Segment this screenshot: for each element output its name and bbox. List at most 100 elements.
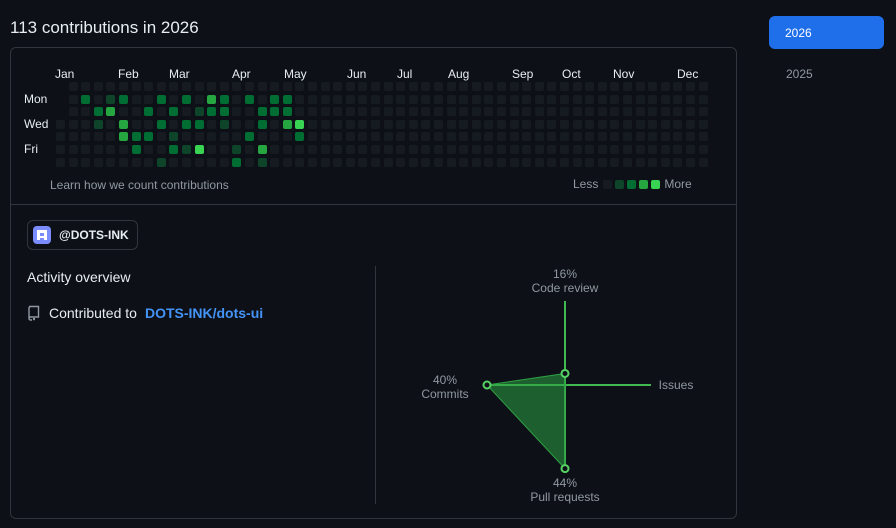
contribution-cell[interactable] xyxy=(660,119,670,129)
contribution-cell[interactable] xyxy=(534,132,544,142)
contribution-cell[interactable] xyxy=(408,107,418,117)
contribution-cell[interactable] xyxy=(81,119,91,129)
contribution-cell[interactable] xyxy=(446,107,456,117)
contribution-cell[interactable] xyxy=(686,157,695,167)
contribution-cell[interactable] xyxy=(68,107,78,117)
contribution-cell[interactable] xyxy=(358,145,368,154)
contribution-cell[interactable] xyxy=(270,107,280,117)
contribution-cell[interactable] xyxy=(446,132,456,142)
contribution-cell[interactable] xyxy=(497,132,506,142)
contribution-cell[interactable] xyxy=(585,107,595,117)
contribution-cell[interactable] xyxy=(396,157,406,167)
contribution-cell[interactable] xyxy=(547,107,557,117)
contribution-cell[interactable] xyxy=(81,107,91,117)
contribution-cell[interactable] xyxy=(270,132,280,142)
contribution-cell[interactable] xyxy=(68,132,78,142)
contribution-cell[interactable] xyxy=(245,107,254,117)
contribution-cell[interactable] xyxy=(219,145,229,154)
contribution-cell[interactable] xyxy=(232,107,242,117)
contribution-cell[interactable] xyxy=(623,94,632,104)
contribution-cell[interactable] xyxy=(446,94,456,104)
contribution-cell[interactable] xyxy=(572,94,582,104)
contribution-cell[interactable] xyxy=(257,132,267,142)
contribution-cell[interactable] xyxy=(320,132,330,142)
contribution-cell[interactable] xyxy=(434,94,443,104)
contribution-cell[interactable] xyxy=(295,132,305,142)
contribution-cell[interactable] xyxy=(484,82,494,91)
contribution-cell[interactable] xyxy=(509,157,519,167)
contribution-cell[interactable] xyxy=(547,145,557,154)
contribution-cell[interactable] xyxy=(144,94,154,104)
contribution-cell[interactable] xyxy=(660,145,670,154)
contribution-cell[interactable] xyxy=(560,145,569,154)
contribution-cell[interactable] xyxy=(282,107,292,117)
contribution-cell[interactable] xyxy=(371,119,380,129)
contribution-cell[interactable] xyxy=(597,107,607,117)
contribution-cell[interactable] xyxy=(446,119,456,129)
contribution-cell[interactable] xyxy=(673,119,683,129)
contribution-cell[interactable] xyxy=(623,119,632,129)
contribution-cell[interactable] xyxy=(371,132,380,142)
contribution-cell[interactable] xyxy=(597,145,607,154)
contribution-cell[interactable] xyxy=(333,132,343,142)
contribution-cell[interactable] xyxy=(660,157,670,167)
contribution-cell[interactable] xyxy=(408,132,418,142)
contribution-cell[interactable] xyxy=(169,157,179,167)
contribution-cell[interactable] xyxy=(673,132,683,142)
contribution-cell[interactable] xyxy=(673,107,683,117)
contribution-cell[interactable] xyxy=(686,82,695,91)
year-2025-link[interactable]: 2025 xyxy=(786,67,813,81)
contribution-cell[interactable] xyxy=(93,132,103,142)
contribution-cell[interactable] xyxy=(396,94,406,104)
contribution-cell[interactable] xyxy=(182,82,191,91)
contribution-cell[interactable] xyxy=(396,107,406,117)
contribution-cell[interactable] xyxy=(119,94,128,104)
contribution-cell[interactable] xyxy=(182,94,191,104)
contribution-cell[interactable] xyxy=(408,157,418,167)
contribution-cell[interactable] xyxy=(610,82,620,91)
contribution-cell[interactable] xyxy=(497,107,506,117)
contribution-cell[interactable] xyxy=(484,157,494,167)
contribution-cell[interactable] xyxy=(257,107,267,117)
contribution-cell[interactable] xyxy=(484,145,494,154)
contribution-cell[interactable] xyxy=(585,132,595,142)
contribution-cell[interactable] xyxy=(686,132,695,142)
contribution-cell[interactable] xyxy=(635,94,645,104)
contribution-cell[interactable] xyxy=(308,132,317,142)
contribution-cell[interactable] xyxy=(471,107,481,117)
contribution-cell[interactable] xyxy=(144,157,154,167)
contribution-cell[interactable] xyxy=(245,145,254,154)
contribution-cell[interactable] xyxy=(156,82,166,91)
contribution-cell[interactable] xyxy=(597,132,607,142)
contribution-cell[interactable] xyxy=(610,119,620,129)
contribution-cell[interactable] xyxy=(345,82,355,91)
contribution-cell[interactable] xyxy=(534,157,544,167)
contribution-cell[interactable] xyxy=(509,107,519,117)
contribution-cell[interactable] xyxy=(660,107,670,117)
contribution-cell[interactable] xyxy=(81,82,91,91)
contribution-cell[interactable] xyxy=(635,119,645,129)
contribution-cell[interactable] xyxy=(270,145,280,154)
contribution-cell[interactable] xyxy=(459,132,469,142)
contribution-cell[interactable] xyxy=(471,119,481,129)
contribution-cell[interactable] xyxy=(119,119,128,129)
contribution-cell[interactable] xyxy=(408,119,418,129)
contribution-cell[interactable] xyxy=(144,107,154,117)
contribution-cell[interactable] xyxy=(93,157,103,167)
contribution-cell[interactable] xyxy=(169,132,179,142)
contribution-cell[interactable] xyxy=(673,82,683,91)
contribution-cell[interactable] xyxy=(434,157,443,167)
contribution-cell[interactable] xyxy=(308,94,317,104)
contribution-cell[interactable] xyxy=(131,82,141,91)
contribution-cell[interactable] xyxy=(610,94,620,104)
contribution-cell[interactable] xyxy=(572,119,582,129)
contribution-cell[interactable] xyxy=(156,94,166,104)
contribution-cell[interactable] xyxy=(56,119,65,129)
contribution-cell[interactable] xyxy=(194,145,204,154)
contribution-cell[interactable] xyxy=(623,145,632,154)
contribution-cell[interactable] xyxy=(371,82,380,91)
contribution-cell[interactable] xyxy=(497,119,506,129)
contribution-cell[interactable] xyxy=(131,157,141,167)
contribution-cell[interactable] xyxy=(182,157,191,167)
contribution-cell[interactable] xyxy=(572,145,582,154)
